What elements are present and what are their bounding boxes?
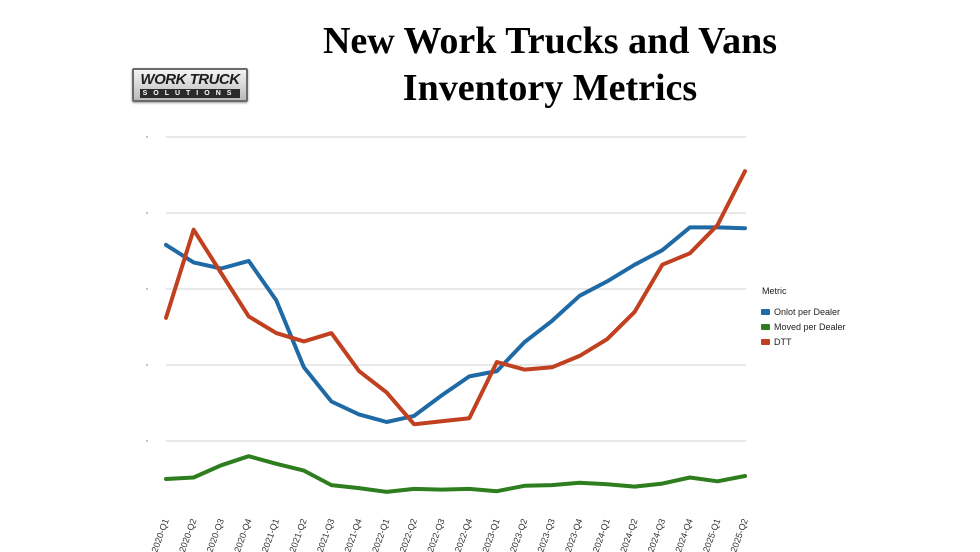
x-tick-label: 2024-Q1 <box>591 517 612 552</box>
x-tick-label: 2021-Q3 <box>315 517 336 552</box>
y-tick-mark <box>146 364 148 366</box>
legend-swatch <box>761 324 770 330</box>
legend-entry: DTT <box>774 337 792 347</box>
x-tick-label: 2025-Q2 <box>729 517 750 552</box>
x-tick-label: 2023-Q3 <box>536 517 557 552</box>
logo-sub-text: SOLUTIONS <box>140 89 240 98</box>
logo-main-text: WORK TRUCK <box>140 71 240 88</box>
chart-y-ticks <box>146 136 148 442</box>
series-line-dtt <box>164 169 747 427</box>
page-title: New Work Trucks and Vans Inventory Metri… <box>270 18 830 112</box>
y-tick-mark <box>146 136 148 138</box>
legend-swatch <box>761 309 770 315</box>
x-tick-label: 2022-Q2 <box>398 517 419 552</box>
legend-entry: Moved per Dealer <box>774 322 846 332</box>
x-tick-label: 2020-Q2 <box>177 517 198 552</box>
title-line-1: New Work Trucks and Vans <box>322 20 778 62</box>
chart-x-tick-labels: 2020-Q1 2020-Q2 2020-Q3 2020-Q4 2021-Q1 2021-… <box>150 517 750 552</box>
x-tick-label: 2024-Q4 <box>673 517 694 552</box>
x-tick-label: 2023-Q2 <box>508 517 529 552</box>
x-tick-label: 2024-Q2 <box>618 517 639 552</box>
x-tick-label: 2020-Q4 <box>232 517 253 552</box>
y-tick-mark <box>146 212 148 214</box>
series-line-onlot-per-dealer <box>164 225 747 424</box>
legend-swatch <box>761 339 770 345</box>
chart-gridlines <box>166 136 746 442</box>
y-tick-mark <box>146 288 148 290</box>
x-tick-label: 2022-Q4 <box>453 517 474 552</box>
x-tick-label: 2020-Q3 <box>205 517 226 552</box>
x-tick-label: 2021-Q2 <box>287 517 308 552</box>
chart-legend: Metric Onlot per Dealer Moved per Dealer D… <box>761 286 846 347</box>
x-tick-label: 2022-Q3 <box>425 517 446 552</box>
work-truck-solutions-logo: WORK TRUCK SOLUTIONS <box>132 68 248 102</box>
series-line-moved-per-dealer <box>164 454 747 494</box>
x-tick-label: 2020-Q1 <box>150 517 171 552</box>
x-tick-label: 2021-Q1 <box>260 517 281 552</box>
x-tick-label: 2023-Q4 <box>563 517 584 552</box>
legend-title: Metric <box>762 286 787 296</box>
x-tick-label: 2023-Q1 <box>480 517 501 552</box>
y-tick-mark <box>146 440 148 442</box>
chart-series <box>164 169 747 494</box>
title-line-2: Inventory Metrics <box>402 67 698 109</box>
x-tick-label: 2024-Q3 <box>646 517 667 552</box>
x-tick-label: 2021-Q4 <box>343 517 364 552</box>
legend-entry: Onlot per Dealer <box>774 307 840 317</box>
x-tick-label: 2025-Q1 <box>701 517 722 552</box>
x-tick-label: 2022-Q1 <box>370 517 391 552</box>
